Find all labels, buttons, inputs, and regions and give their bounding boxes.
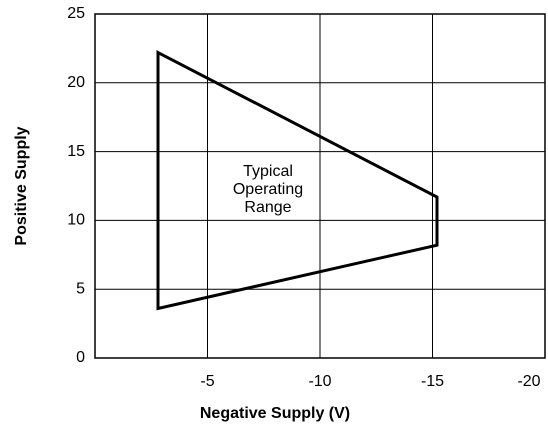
annotation: Typical (243, 163, 293, 180)
range-outline (156, 50, 439, 311)
x-tick-label: -5 (200, 373, 214, 390)
annotation: Range (244, 199, 291, 216)
y-tick-label: 15 (67, 143, 85, 160)
x-tick-label: -10 (308, 373, 331, 390)
x-tick-label: -15 (421, 373, 444, 390)
annotation: Operating (233, 181, 303, 198)
x-axis-title: Negative Supply (V) (200, 405, 350, 422)
y-tick-label: 25 (67, 5, 85, 22)
y-tick-label: 5 (76, 280, 85, 297)
y-tick-label: 20 (67, 74, 85, 91)
y-tick-label: 0 (76, 349, 85, 366)
x-tick-label: -20 (517, 373, 540, 390)
y-tick-label: 10 (67, 212, 85, 229)
y-axis-title: Positive Supply (13, 126, 30, 245)
